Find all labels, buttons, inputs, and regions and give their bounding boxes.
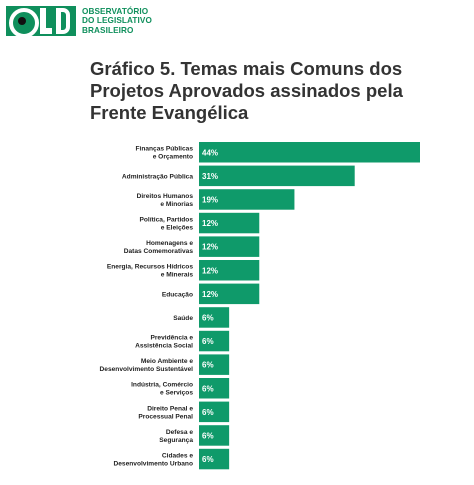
bar-value-label: 19% [202,195,218,204]
chart-title-line: Projetos Aprovados assinados pela [90,80,403,101]
bar [199,236,260,257]
bar-value-label: 6% [202,408,214,417]
category-label: Energia, Recursos Hídricos e Minerais [107,264,193,279]
category-label: Homenagens e Datas Comemorativas [124,240,194,255]
bar [199,283,260,305]
category-label: Educação [162,291,193,298]
bar-value-label: 6% [202,455,214,464]
bar [199,354,230,375]
logo-line: DO LEGISLATIVO [82,16,152,26]
logo-line: OBSERVATÓRIO [82,7,149,16]
bar [199,448,230,470]
category-label: Previdência e Assistência Social [135,334,193,349]
logo-line: BRASILEIRO [82,25,134,35]
bar [199,425,230,446]
category-label: Cidades e Desenvolvimento Urbano [113,452,193,467]
category-label: Defesa e Segurança [159,429,193,444]
category-label: Administração Pública [122,173,193,180]
bar-value-label: 6% [202,313,214,322]
bar [199,260,260,281]
bar [199,189,295,210]
category-label: Meio Ambiente e Desenvolvimento Sustentáv… [100,358,194,373]
logo-text: OBSERVATÓRIO DO LEGISLATIVO BRASILEIRO [82,7,182,35]
chart-title-line: Frente Evangélica [90,102,249,123]
bar [199,307,230,328]
bar-value-label: 6% [202,337,214,346]
chart-title: Gráfico 5. Temas mais Comuns dos Projeto… [90,58,420,124]
category-label: Finanças Públicas e Orçamento [135,146,193,161]
bar-value-label: 6% [202,361,214,370]
bar [199,330,230,352]
category-label: Direitos Humanos e Minorias [137,193,194,208]
category-label: Política, Partidos e Eleições [140,216,194,231]
bar [199,142,420,163]
chart-title-line: Gráfico 5. Temas mais Comuns dos [90,58,403,79]
bar-value-label: 12% [202,243,218,252]
bar [199,165,355,187]
bar-value-label: 12% [202,290,218,299]
bar [199,212,260,234]
bar-value-label: 31% [202,172,218,181]
category-label: Saúde [173,315,193,322]
bar-value-label: 44% [202,148,218,157]
logo: OBSERVATÓRIO DO LEGISLATIVO BRASILEIRO [6,6,156,38]
bar [199,378,230,399]
category-label: Indústria, Comércio e Serviços [131,382,193,397]
bar-value-label: 12% [202,266,218,275]
bar-value-label: 6% [202,431,214,440]
logo-mark [6,6,76,38]
category-label: Direito Penal e Processual Penal [138,405,193,420]
bar-value-label: 12% [202,219,218,228]
bar [199,401,230,423]
bar-value-label: 6% [202,384,214,393]
